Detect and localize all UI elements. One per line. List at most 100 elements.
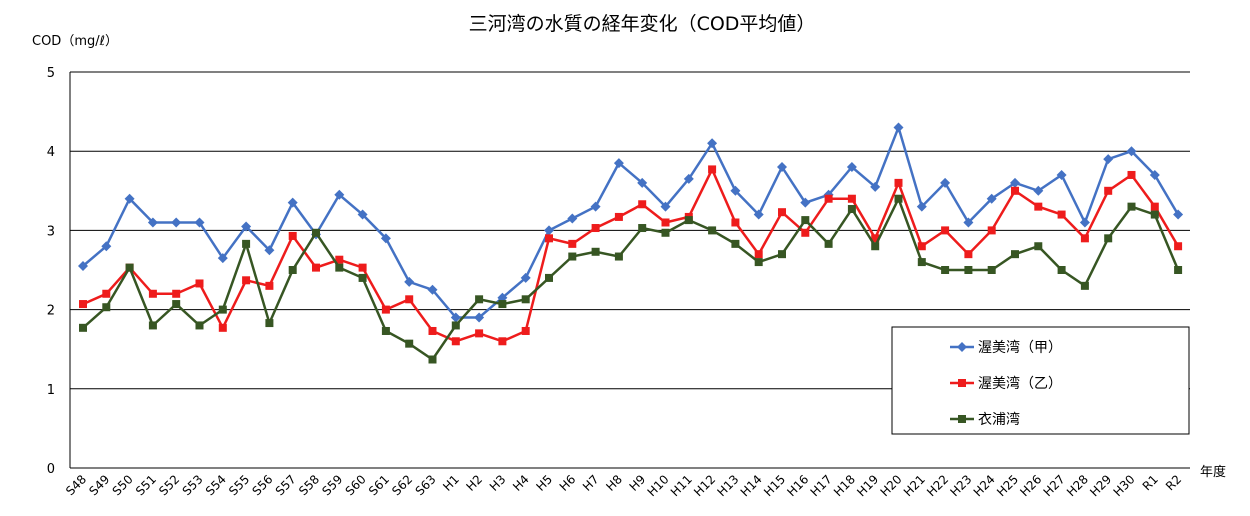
data-point [824, 239, 833, 248]
data-point [358, 263, 367, 272]
series-layer [78, 122, 1184, 364]
data-point [147, 217, 158, 228]
data-point [591, 247, 600, 256]
data-point [1150, 210, 1159, 219]
data-point [637, 177, 648, 188]
y-axis-ticks: 0 1 2 3 4 5 [47, 66, 55, 477]
data-point [683, 173, 694, 184]
legend-marker [958, 379, 966, 387]
data-point [847, 194, 856, 203]
data-point [846, 162, 857, 173]
x-tick-label: S59 [319, 472, 345, 498]
data-point [964, 250, 973, 259]
data-point [404, 276, 415, 287]
data-point [870, 181, 881, 192]
data-point [963, 217, 974, 228]
data-point [101, 241, 112, 252]
x-tick-label: H2 [464, 472, 486, 494]
data-point [1104, 234, 1113, 243]
data-point [474, 312, 485, 323]
data-point [357, 209, 368, 220]
x-tick-label: H29 [1087, 472, 1114, 499]
x-tick-label: H25 [994, 472, 1021, 499]
data-point [638, 224, 647, 233]
x-tick-label: S62 [389, 472, 415, 498]
data-point [894, 178, 903, 187]
data-point [1174, 266, 1183, 274]
x-tick-label: S53 [180, 472, 206, 498]
data-point [218, 323, 227, 332]
x-tick-label: S52 [156, 472, 182, 498]
legend-label: 衣浦湾 [978, 411, 1020, 428]
data-point [405, 339, 414, 348]
data-point [125, 263, 134, 272]
data-point [871, 234, 880, 243]
data-point [218, 305, 227, 314]
x-tick-label: H3 [487, 472, 509, 494]
data-point [1011, 250, 1019, 259]
x-tick-label: H8 [603, 472, 625, 494]
data-point [753, 209, 764, 220]
data-point [1149, 169, 1160, 180]
data-point [1034, 202, 1043, 211]
data-point [102, 289, 111, 298]
x-tick-label: H12 [691, 472, 718, 499]
x-tick-label: H20 [878, 472, 905, 499]
data-point [684, 216, 693, 225]
data-point [195, 321, 204, 330]
x-tick-label: H14 [738, 472, 765, 499]
data-point [427, 284, 438, 295]
data-point [288, 266, 297, 274]
data-point [1033, 185, 1044, 196]
data-point [708, 226, 717, 235]
data-point [1150, 202, 1159, 211]
x-tick-label: H15 [761, 472, 788, 499]
data-point [102, 303, 111, 312]
data-point [964, 266, 973, 274]
data-point [1057, 266, 1066, 274]
data-point [194, 217, 205, 228]
legend-marker [958, 415, 966, 423]
data-point [567, 213, 578, 224]
x-tick-label: S55 [226, 472, 252, 498]
data-point [450, 312, 461, 323]
x-tick-label: H30 [1111, 472, 1138, 499]
y-tick-label: 5 [47, 66, 55, 81]
x-tick-label: H6 [557, 472, 579, 494]
data-point [1080, 281, 1089, 290]
data-point [498, 337, 507, 346]
x-axis-label: 年度 [1200, 464, 1226, 480]
x-tick-label: H13 [714, 472, 741, 499]
data-point [800, 197, 811, 208]
chart-title: 三河湾の水質の経年変化（COD平均値） [469, 13, 816, 35]
data-point [334, 189, 345, 200]
data-point [941, 266, 950, 274]
data-point [545, 234, 553, 243]
x-tick-label: H16 [784, 472, 811, 499]
data-point [1174, 242, 1183, 251]
x-tick-label: S63 [413, 472, 439, 498]
data-point [638, 200, 647, 209]
data-point [381, 305, 390, 314]
data-point [1079, 217, 1090, 228]
x-tick-label: H22 [924, 472, 951, 499]
data-point [265, 319, 274, 328]
data-point [1173, 209, 1184, 220]
data-point [358, 273, 367, 282]
data-point [428, 326, 437, 335]
data-point [312, 228, 320, 237]
data-point [1011, 186, 1019, 195]
data-point [731, 239, 740, 248]
x-tick-label: H23 [947, 472, 974, 499]
data-point [801, 228, 810, 237]
data-point [451, 321, 460, 330]
series-3 [79, 194, 1183, 364]
data-point [405, 295, 414, 304]
data-point [1103, 154, 1114, 165]
data-point [614, 252, 623, 261]
data-point [475, 295, 484, 304]
data-point [568, 239, 577, 248]
data-point [335, 255, 344, 264]
data-point [124, 193, 135, 204]
x-tick-label: S57 [273, 472, 299, 498]
